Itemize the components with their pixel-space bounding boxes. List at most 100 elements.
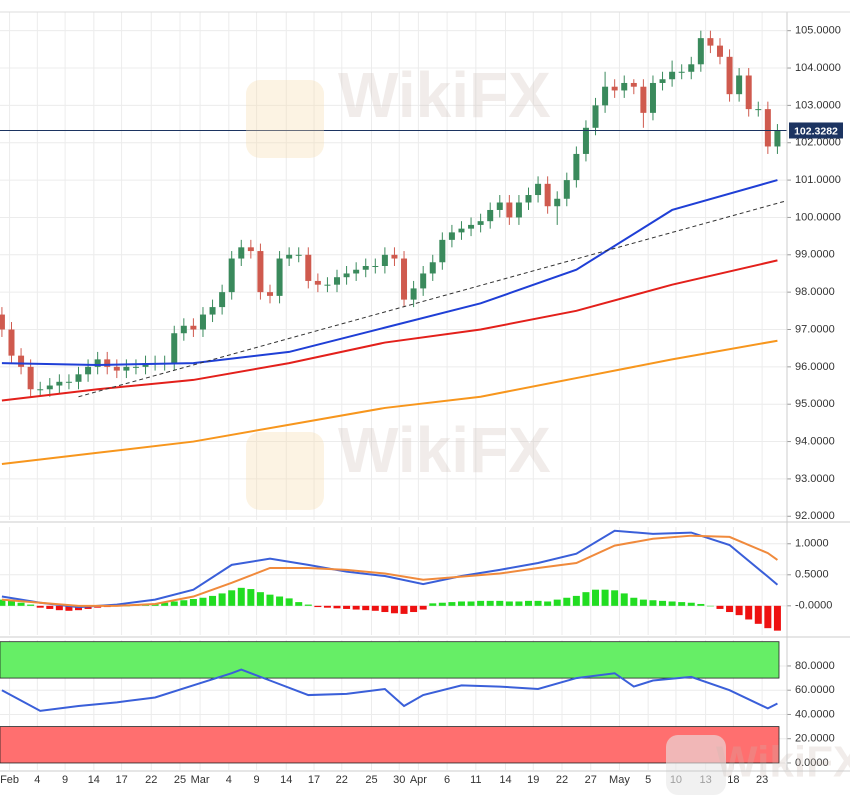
candle-body (190, 325, 197, 330)
histogram-bar (582, 592, 590, 606)
y-tick-label: 20.0000 (795, 733, 835, 745)
histogram-bar (46, 605, 54, 609)
candle-body (381, 254, 388, 266)
x-tick-label: Mar (191, 774, 210, 786)
x-tick-label: 9 (254, 774, 260, 786)
histogram-bar (228, 590, 236, 606)
histogram-bar (161, 602, 169, 606)
x-tick-label: 17 (115, 774, 127, 786)
histogram-bar (639, 599, 647, 606)
histogram-bar (256, 592, 264, 606)
candle-body (334, 277, 341, 285)
y-tick-label: 1.0000 (795, 538, 829, 550)
x-tick-label: 22 (145, 774, 157, 786)
candle-body (353, 269, 360, 274)
x-tick-label: 4 (226, 774, 232, 786)
histogram-bar (390, 605, 398, 614)
last-price-box (789, 122, 843, 139)
y-tick-label: 103.0000 (795, 99, 841, 111)
candle-body (295, 254, 302, 256)
indicator-line (1, 339, 778, 465)
candle-body (678, 71, 685, 73)
histogram-bar (592, 589, 600, 606)
candle-body (56, 381, 63, 386)
candle-body (582, 127, 589, 154)
candle-body (707, 38, 714, 46)
candle-body (305, 254, 312, 281)
y-tick-label: 104.0000 (795, 62, 841, 74)
y-tick-label: 80.0000 (795, 660, 835, 672)
histogram-bar (65, 605, 73, 611)
rsi-band (0, 641, 780, 679)
candle-body (515, 202, 522, 218)
candle-body (669, 71, 676, 80)
candle-body (439, 239, 446, 263)
histogram-bar (764, 605, 772, 629)
y-tick-label: 105.0000 (795, 25, 841, 37)
histogram-bar (36, 605, 44, 608)
histogram-bar (352, 605, 360, 610)
histogram-bar (611, 590, 619, 606)
x-tick-label: 14 (280, 774, 292, 786)
histogram-bar (572, 595, 580, 606)
candle-body (496, 202, 503, 210)
candle-body (324, 284, 331, 286)
candle-body (611, 86, 618, 91)
histogram-bar (515, 601, 523, 606)
histogram-bar (457, 601, 465, 606)
y-tick-label: 92.0000 (795, 510, 835, 522)
histogram-bar (620, 593, 628, 606)
y-tick-label: 60.0000 (795, 684, 835, 696)
y-tick-label: 99.0000 (795, 249, 835, 261)
candle-body (525, 195, 532, 203)
y-tick-label: 101.0000 (795, 174, 841, 186)
candle-body (247, 247, 254, 252)
histogram-bar (333, 605, 341, 609)
candle-body (104, 359, 111, 367)
candle-body (266, 292, 273, 296)
candle-body (535, 183, 542, 196)
x-tick-label: 4 (34, 774, 40, 786)
candle-body (602, 86, 609, 106)
histogram-bar (180, 600, 188, 606)
candle-body (75, 374, 82, 382)
histogram-bar (448, 602, 456, 606)
candle-body (640, 86, 647, 113)
candle-body (630, 82, 637, 87)
candle-body (697, 38, 704, 65)
x-tick-label: 22 (556, 774, 568, 786)
histogram-bar (295, 602, 303, 606)
x-tick-label: 6 (444, 774, 450, 786)
histogram-bar (266, 594, 274, 606)
x-tick-label: 27 (585, 774, 597, 786)
histogram-bar (247, 589, 255, 606)
candle-body (314, 280, 321, 285)
y-tick-label: 94.0000 (795, 435, 835, 447)
last-price-label: 102.3282 (794, 125, 838, 137)
candle-body (716, 45, 723, 57)
candle-body (0, 314, 5, 330)
candle-body (65, 381, 72, 383)
histogram-bar (237, 587, 245, 606)
histogram-bar (773, 605, 781, 631)
histogram-bar (524, 600, 532, 606)
watermark-logo (666, 735, 726, 795)
candle-body (171, 333, 178, 364)
candle-body (659, 79, 666, 83)
histogram-bar (505, 601, 513, 606)
candle-body (94, 359, 101, 367)
candle-body (764, 109, 771, 147)
histogram-bar (218, 593, 226, 606)
histogram-bar (170, 601, 178, 606)
histogram-bar (668, 601, 676, 606)
candle-body (18, 355, 25, 367)
histogram-bar (381, 605, 389, 613)
histogram-bar (716, 605, 724, 609)
x-tick-label: 25 (174, 774, 186, 786)
histogram-bar (438, 602, 446, 606)
watermark-logo (246, 80, 324, 158)
candle-body (362, 266, 369, 270)
y-tick-label: 100.0000 (795, 211, 841, 223)
histogram-bar (410, 605, 418, 613)
